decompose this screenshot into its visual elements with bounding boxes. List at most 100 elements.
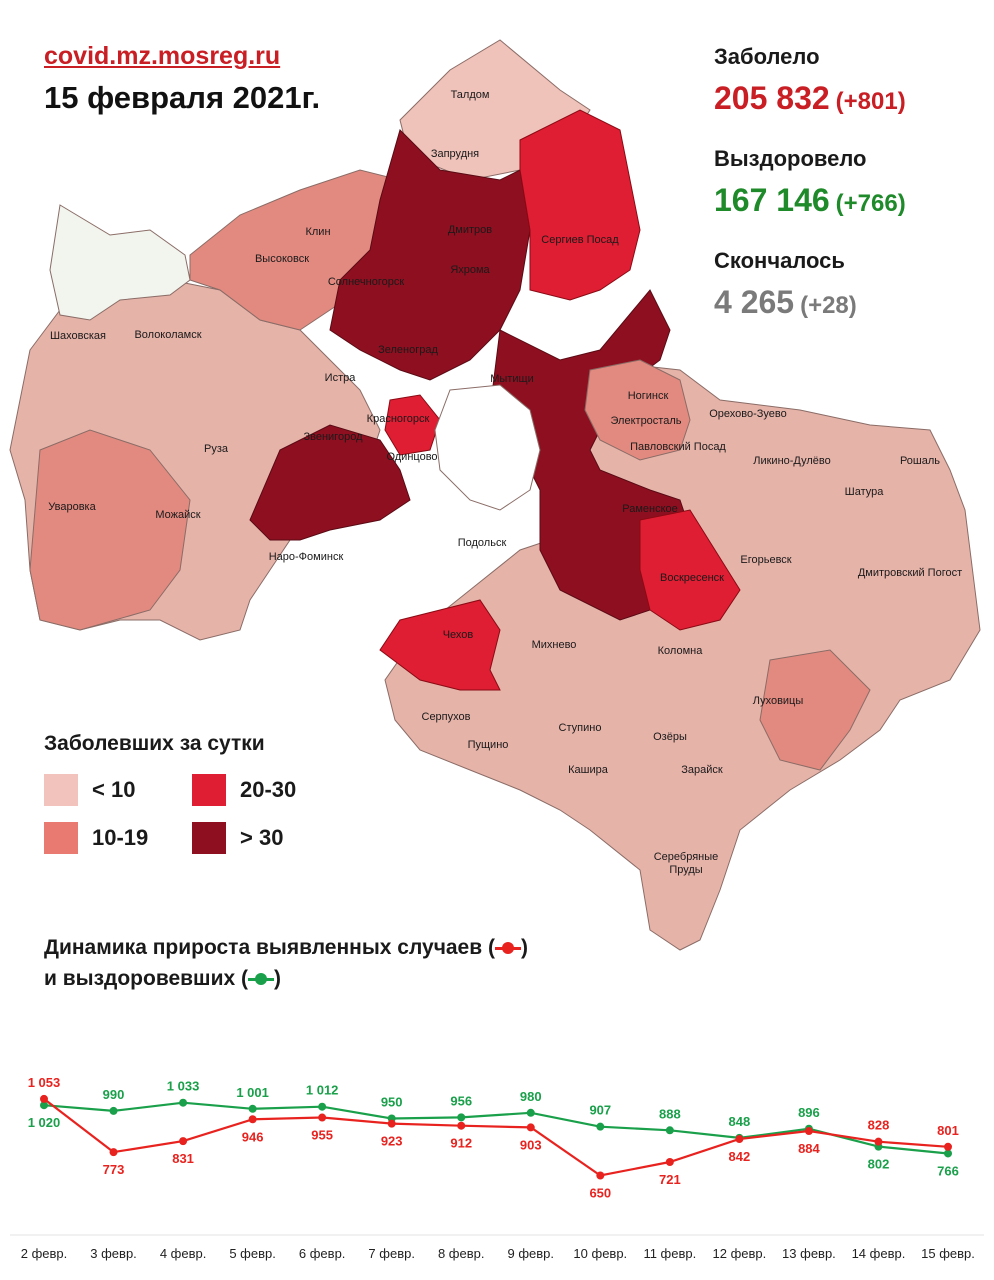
- map-moscow-city: [434, 384, 541, 511]
- data-point-cases: [735, 1135, 744, 1144]
- data-label-recovered: 980: [520, 1089, 542, 1104]
- data-label-recovered: 950: [381, 1095, 403, 1110]
- map-label: Запрудня: [431, 148, 479, 160]
- data-label-cases: 903: [520, 1137, 542, 1152]
- x-tick-label: 7 февр.: [368, 1246, 415, 1261]
- data-label-recovered: 1 020: [28, 1115, 61, 1130]
- map-label: Зеленоград: [378, 344, 438, 356]
- map-label: Ногинск: [628, 390, 669, 402]
- data-label-recovered: 907: [589, 1103, 611, 1118]
- x-tick-label: 8 февр.: [438, 1246, 485, 1261]
- dynamics-title: Динамика прироста выявленных случаев () …: [44, 932, 528, 994]
- data-point-cases: [874, 1137, 883, 1146]
- map-label: Клин: [305, 226, 330, 238]
- data-label-recovered: 956: [450, 1093, 472, 1108]
- data-label-recovered: 896: [798, 1105, 820, 1120]
- dynamics-title-line1-end: ): [520, 936, 528, 959]
- died-total: 4 265: [714, 284, 795, 320]
- map-label: Яхрома: [450, 264, 490, 276]
- map-label: Красногорск: [367, 413, 430, 425]
- legend-swatch: [192, 774, 226, 806]
- data-point-cases: [248, 1115, 257, 1124]
- data-point-cases: [179, 1137, 188, 1146]
- infected-value: 205 832 (+801): [714, 80, 906, 117]
- chart-series-lines: [43, 1098, 949, 1177]
- data-label-cases: 773: [103, 1162, 125, 1177]
- map-region-krasnogorsk: [384, 394, 441, 456]
- map-label: Можайск: [155, 509, 200, 521]
- died-value: 4 265 (+28): [714, 284, 857, 321]
- map-label: Дмитров: [448, 224, 492, 236]
- data-label-cases: 842: [729, 1149, 751, 1164]
- x-tick-label: 13 февр.: [782, 1246, 836, 1261]
- data-label-recovered: 1 033: [167, 1079, 200, 1094]
- map-label: Озёры: [653, 731, 687, 743]
- infected-label: Заболело: [714, 44, 820, 69]
- data-label-cases: 1 053: [28, 1075, 61, 1090]
- data-point-recovered: [944, 1149, 952, 1158]
- legend-swatch: [44, 822, 78, 854]
- data-label-recovered: 990: [103, 1087, 125, 1102]
- map-region-dmitrov: [329, 129, 531, 381]
- series-line-recovered: [43, 1101, 949, 1155]
- map-label: Одинцово: [386, 451, 437, 463]
- chart-data-labels: 1 053 1 020 773 990 831 1 033 946 1 001 955 1 012…: [28, 1075, 959, 1201]
- infected-delta: (+801): [835, 88, 906, 115]
- x-tick-label: 12 февр.: [713, 1246, 767, 1261]
- x-tick-label: 6 февр.: [299, 1246, 346, 1261]
- legend-title: Заболевших за сутки: [44, 732, 265, 755]
- data-point-cases: [596, 1171, 605, 1180]
- map-label: Рошаль: [900, 455, 940, 467]
- data-label-cases: 884: [798, 1141, 820, 1156]
- map-label: Воскресенск: [660, 572, 724, 584]
- map-label: Подольск: [458, 537, 507, 549]
- map-label: Егорьевск: [740, 554, 791, 566]
- dynamics-title-line2: и выздоровевших (: [44, 967, 248, 990]
- data-point-cases: [387, 1119, 396, 1128]
- data-label-cases: 946: [242, 1129, 264, 1144]
- map-label: Ступино: [559, 722, 602, 734]
- map-label: Шатура: [845, 486, 885, 498]
- recovered-total: 167 146: [714, 182, 830, 218]
- x-tick-label: 5 февр.: [229, 1246, 276, 1261]
- map-region-lukhovitsy: [759, 649, 871, 771]
- map-label: Истра: [325, 372, 357, 384]
- red-series-marker-icon: [494, 942, 521, 955]
- x-tick-label: 3 февр.: [90, 1246, 137, 1261]
- x-tick-label: 10 февр.: [573, 1246, 627, 1261]
- died-label: Скончалось: [714, 248, 845, 273]
- map-label: Мытищи: [490, 373, 533, 385]
- map-region-east: [384, 359, 981, 951]
- data-label-cases: 828: [868, 1118, 890, 1133]
- source-site: covid.mz.mosreg.ru: [44, 42, 281, 70]
- chart-x-ticks: 2 февр. 3 февр. 4 февр. 5 февр. 6 февр. 7 фев…: [21, 1246, 975, 1261]
- map-label: Волоколамск: [134, 329, 201, 341]
- recovered-label: Выздоровело: [714, 146, 867, 171]
- map-label: Электросталь: [611, 415, 682, 427]
- map-region-chekhov: [379, 599, 501, 691]
- legend-item-10-19: 10-19: [44, 822, 148, 854]
- map-region-voskresensk: [639, 509, 741, 631]
- legend-item-20-30: 20-30: [192, 774, 296, 806]
- legend-swatch: [192, 822, 226, 854]
- map-label: Чехов: [443, 629, 474, 641]
- data-label-cases: 831: [172, 1151, 194, 1166]
- map-region-odintsovo: [249, 424, 411, 541]
- chart-series-points: [40, 1094, 952, 1180]
- died-delta: (+28): [800, 292, 857, 319]
- infected-total: 205 832: [714, 80, 830, 116]
- data-label-cases: 801: [937, 1123, 959, 1138]
- data-point-recovered: [457, 1113, 466, 1122]
- data-point-cases: [318, 1113, 327, 1122]
- map-region-noginsk: [584, 359, 691, 461]
- map-label: Пущино: [468, 739, 509, 751]
- map-label: Ликино-Дулёво: [753, 455, 831, 467]
- map-label: Серебряные Пруды: [654, 851, 719, 876]
- data-point-recovered: [665, 1126, 674, 1135]
- map-label: Дмитровский Погост: [858, 567, 962, 579]
- map-label: Уваровка: [48, 501, 96, 513]
- map-region-uvarovka: [29, 429, 191, 631]
- map-region-lotoshino: [49, 204, 191, 321]
- x-tick-label: 15 февр.: [921, 1246, 975, 1261]
- legend-label: 10-19: [92, 825, 149, 850]
